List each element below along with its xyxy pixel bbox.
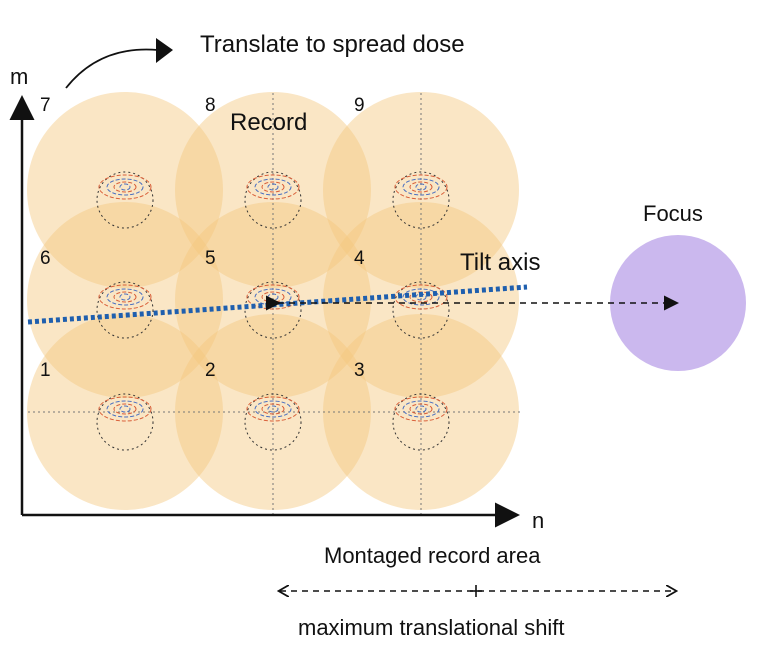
title: Translate to spread dose — [200, 31, 465, 58]
tile-dashed-circle — [96, 393, 154, 451]
swirl-icon — [98, 284, 152, 310]
tile-number: 5 — [205, 248, 216, 269]
swirl-icon — [394, 174, 448, 200]
tile-dashed-circle — [244, 393, 302, 451]
focus-swirls — [96, 171, 450, 451]
translate-arrow-head — [156, 38, 173, 63]
tile-numbers: 7 8 9 6 5 4 1 2 3 — [40, 95, 365, 381]
tilt-axis-line — [27, 284, 528, 325]
swirl-icon — [113, 291, 137, 303]
translate-arrow — [65, 48, 159, 89]
swirl-icon — [246, 396, 300, 422]
shift-label: maximum translational shift — [298, 615, 565, 640]
swirl-icon — [261, 181, 285, 193]
swirl-icon — [254, 178, 292, 196]
record-label: Record — [230, 109, 307, 136]
n-axis-label: n — [532, 508, 544, 533]
tile-number: 3 — [354, 360, 365, 381]
swirl-icon — [113, 403, 137, 415]
tilt-axis-label: Tilt axis — [460, 249, 540, 276]
tile-number: 1 — [40, 360, 51, 381]
swirl-icon — [409, 403, 433, 415]
focus-label: Focus — [643, 201, 703, 226]
swirl-icon — [98, 174, 152, 200]
swirl-icon — [119, 293, 131, 301]
tile-dashed-circle — [96, 281, 154, 339]
tile-number: 6 — [40, 248, 51, 269]
tile-number: 4 — [354, 248, 365, 269]
montage-label: Montaged record area — [324, 543, 541, 568]
tile-number: 2 — [205, 360, 216, 381]
tile-number: 9 — [354, 95, 365, 116]
swirl-icon — [402, 400, 440, 418]
swirl-icon — [415, 405, 427, 413]
swirl-icon — [402, 178, 440, 196]
swirl-icon — [106, 178, 144, 196]
swirl-icon — [106, 400, 144, 418]
swirl-icon — [267, 405, 279, 413]
swirl-icon — [246, 174, 300, 200]
swirl-icon — [106, 288, 144, 306]
swirl-icon — [113, 181, 137, 193]
tile-dashed-circle — [244, 171, 302, 229]
tile-dashed-circle — [392, 171, 450, 229]
swirl-icon — [119, 405, 131, 413]
tile-number: 7 — [40, 95, 51, 116]
swirl-icon — [394, 396, 448, 422]
swirl-icon — [415, 183, 427, 191]
swirl-icon — [254, 400, 292, 418]
swirl-icon — [409, 181, 433, 193]
m-axis-label: m — [10, 64, 28, 89]
swirl-icon — [261, 403, 285, 415]
tile-number: 8 — [205, 95, 216, 116]
tile-dashed-circle — [96, 171, 154, 229]
swirl-icon — [119, 183, 131, 191]
swirl-icon — [98, 396, 152, 422]
swirl-icon — [267, 183, 279, 191]
tile-dashed-circle — [392, 393, 450, 451]
